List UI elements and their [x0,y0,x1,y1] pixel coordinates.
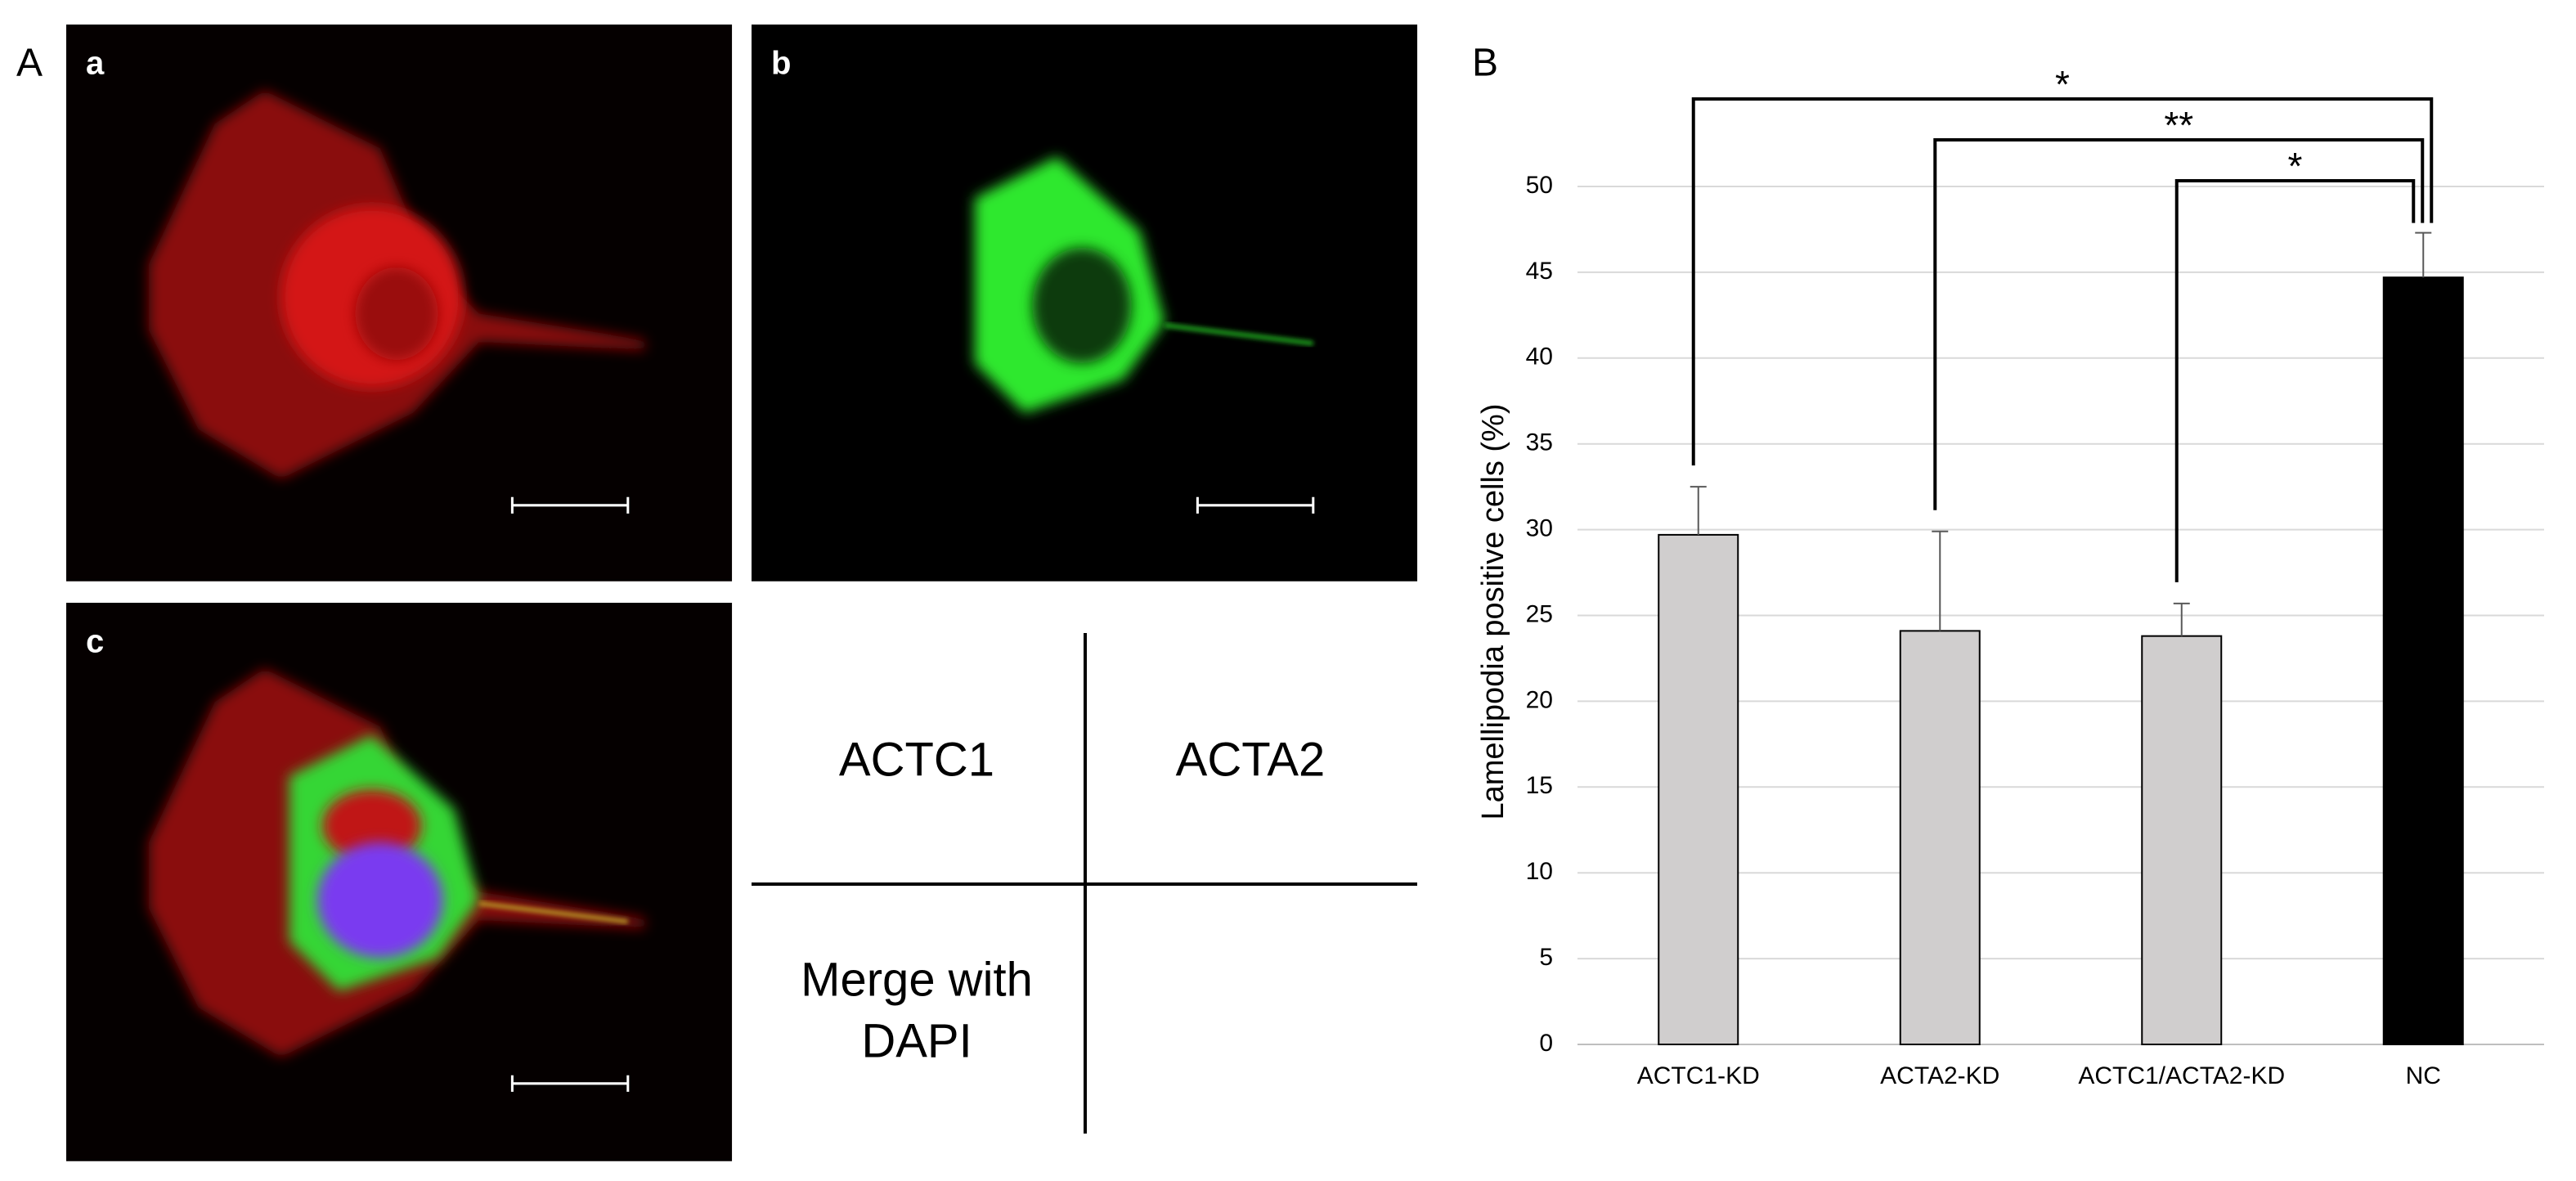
bar [1658,533,1739,1045]
bar [2382,276,2464,1046]
y-tick-label: 20 [1526,686,1553,713]
legend-text: ACTA2 [1176,733,1326,786]
panel-label: A [16,42,43,85]
significance-bracket [2174,179,2416,582]
y-tick-label: 35 [1526,429,1553,456]
y-tick-label: 45 [1526,258,1553,285]
micrograph [752,25,1418,582]
y-tick-label: 15 [1526,772,1553,799]
y-axis-label: Lamellipodia positive cells (%) [1476,404,1510,820]
legend-text: DAPI [861,1014,972,1067]
y-tick-label: 50 [1526,172,1553,199]
significance-label: * [2055,63,2070,106]
legend-text: Merge with [801,953,1033,1006]
y-tick-label: 0 [1539,1030,1553,1057]
image-label: b [771,46,791,82]
x-tick-label: ACTC1/ACTA2-KD [2078,1062,2285,1089]
x-tick-label: ACTA2-KD [1880,1062,1999,1089]
y-tick-label: 30 [1526,515,1553,542]
image-label: c [86,624,104,660]
y-tick-label: 25 [1526,600,1553,627]
y-tick-label: 10 [1526,858,1553,885]
significance-bracket [1933,138,2425,510]
significance-bracket [1691,97,2434,466]
significance-label: ** [2164,104,2193,146]
significance-label: * [2288,145,2303,187]
panel-label: B [1472,42,1498,85]
micrograph [66,603,733,1161]
bar [2141,635,2223,1046]
bar [1899,630,1981,1046]
micrograph [66,25,733,582]
legend-text: ACTC1 [839,733,994,786]
image-label: a [86,46,105,82]
y-tick-label: 40 [1526,344,1553,370]
y-tick-label: 5 [1539,944,1553,971]
x-tick-label: NC [2406,1062,2441,1089]
x-tick-label: ACTC1-KD [1637,1062,1760,1089]
